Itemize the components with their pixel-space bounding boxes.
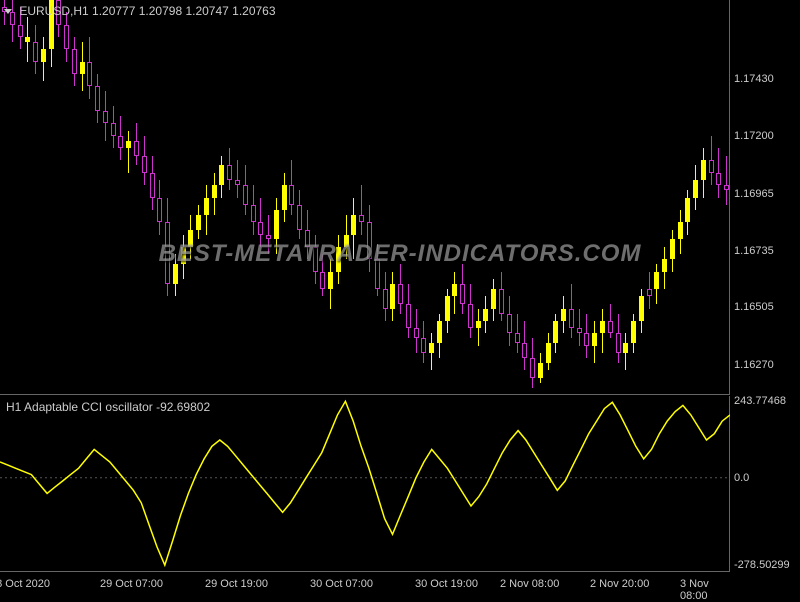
- time-tick-label: 2 Nov 08:00: [500, 578, 559, 590]
- time-tick-label: 28 Oct 2020: [0, 578, 50, 590]
- chart-title: EURUSD,H1 1.20777 1.20798 1.20747 1.2076…: [4, 4, 276, 18]
- time-tick-label: 2 Nov 20:00: [590, 578, 649, 590]
- chart-container: EURUSD,H1 1.20777 1.20798 1.20747 1.2076…: [0, 0, 800, 600]
- price-tick-label: 1.17200: [734, 130, 774, 142]
- price-tick-label: 1.17430: [734, 73, 774, 85]
- title-text: EURUSD,H1 1.20777 1.20798 1.20747 1.2076…: [19, 4, 275, 18]
- time-tick-label: 29 Oct 19:00: [205, 578, 268, 590]
- oscillator-chart[interactable]: H1 Adaptable CCI oscillator -92.69802: [0, 396, 730, 572]
- price-tick-label: 1.16965: [734, 188, 774, 200]
- price-tick-label: 1.16270: [734, 359, 774, 371]
- price-tick-label: 1.16505: [734, 301, 774, 313]
- price-axis: 1.17430 1.17200 1.16965 1.16735 1.16505 1.162…: [730, 0, 800, 395]
- oscillator-line: [0, 396, 730, 572]
- time-tick-label: 30 Oct 07:00: [310, 578, 373, 590]
- osc-tick-label: -278.50299: [734, 559, 790, 571]
- time-tick-label: 29 Oct 07:00: [100, 578, 163, 590]
- time-tick-label: 30 Oct 19:00: [415, 578, 478, 590]
- time-tick-label: 3 Nov 08:00: [680, 578, 730, 602]
- osc-tick-label: 0.0: [734, 472, 749, 484]
- time-axis: 28 Oct 2020 29 Oct 07:00 29 Oct 19:00 30 Oc…: [0, 572, 730, 600]
- oscillator-axis: 243.77468 0.0 -278.50299: [730, 396, 800, 572]
- osc-tick-label: 243.77468: [734, 395, 786, 407]
- price-tick-label: 1.16735: [734, 245, 774, 257]
- main-candlestick-chart[interactable]: EURUSD,H1 1.20777 1.20798 1.20747 1.2076…: [0, 0, 730, 395]
- oscillator-title: H1 Adaptable CCI oscillator -92.69802: [6, 400, 210, 414]
- dropdown-arrow-icon[interactable]: [4, 9, 12, 14]
